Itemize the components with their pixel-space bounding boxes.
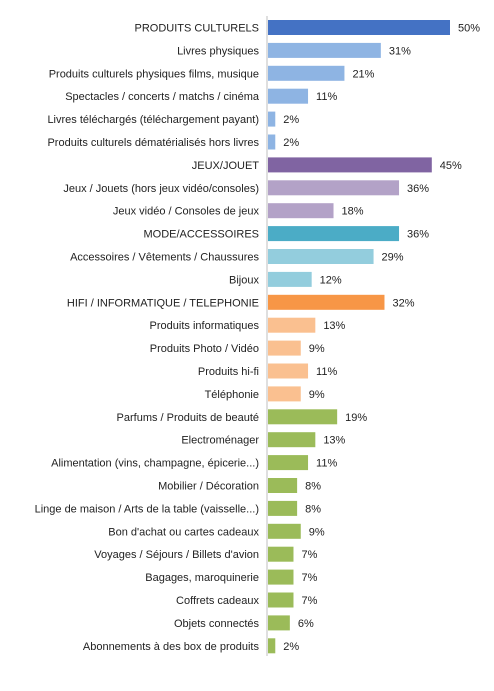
bar (268, 294, 385, 310)
value-label: 45% (440, 160, 462, 172)
value-label: 29% (382, 252, 404, 264)
category-label: Produits culturels dématérialisés hors l… (47, 137, 259, 149)
category-label: Produits hi-fi (198, 366, 259, 378)
category-label: Objets connectés (174, 618, 259, 630)
category-label: PRODUITS CULTURELS (135, 23, 259, 35)
category-label: Spectacles / concerts / matchs / cinéma (65, 91, 260, 103)
value-label: 32% (392, 297, 414, 309)
category-label: Livres téléchargés (téléchargement payan… (47, 114, 259, 126)
bar (268, 363, 309, 379)
value-label: 2% (283, 137, 299, 149)
value-label: 9% (309, 343, 325, 355)
value-label: 13% (323, 435, 345, 447)
value-label: 31% (389, 45, 411, 57)
bar (268, 226, 400, 242)
category-label: Accessoires / Vêtements / Chaussures (70, 252, 259, 264)
bar (268, 317, 316, 333)
bar (268, 523, 301, 539)
category-label: MODE/ACCESSOIRES (143, 229, 259, 241)
category-label: Bon d'achat ou cartes cadeaux (108, 526, 259, 538)
category-label: Linge de maison / Arts de la table (vais… (35, 503, 259, 515)
value-label: 9% (309, 526, 325, 538)
value-label: 36% (407, 229, 429, 241)
value-label: 21% (352, 68, 374, 80)
category-label: Coffrets cadeaux (176, 595, 259, 607)
category-label: Livres physiques (177, 45, 259, 57)
bar (268, 157, 432, 173)
bar (268, 88, 309, 104)
bars-group: PRODUITS CULTURELS 50% Livres physiques 31%… (35, 20, 480, 654)
bar (268, 249, 374, 264)
bar (268, 592, 294, 608)
category-label: Mobilier / Décoration (158, 481, 259, 493)
bar (268, 20, 450, 35)
value-label: 13% (323, 320, 345, 332)
value-label: 2% (283, 641, 299, 653)
value-label: 2% (283, 114, 299, 126)
category-label: HIFI / INFORMATIQUE / TELEPHONIE (67, 297, 259, 309)
bar (268, 134, 276, 150)
bar (268, 500, 298, 516)
bar (268, 271, 312, 287)
value-label: 12% (320, 274, 342, 286)
value-label: 18% (342, 206, 364, 218)
category-label: Bagages, maroquinerie (145, 572, 259, 584)
bar (268, 340, 301, 356)
bar (268, 409, 338, 425)
category-label: Alimentation (vins, champagne, épicerie.… (51, 458, 259, 470)
value-label: 11% (316, 366, 337, 378)
bar (268, 569, 294, 585)
value-label: 11% (316, 458, 337, 470)
category-label: Parfums / Produits de beauté (117, 412, 259, 424)
bar (268, 546, 294, 562)
category-label: Abonnements à des box de produits (83, 641, 260, 653)
bar (268, 478, 298, 493)
category-label: Jeux / Jouets (hors jeux vidéo/consoles) (63, 183, 259, 195)
category-label: Produits informatiques (150, 320, 260, 332)
category-label: Produits culturels physiques films, musi… (49, 68, 259, 80)
bar (268, 638, 276, 654)
category-label: Bijoux (229, 274, 259, 286)
category-label: Jeux vidéo / Consoles de jeux (113, 206, 260, 218)
bar (268, 432, 316, 448)
category-label: Téléphonie (205, 389, 259, 401)
value-label: 8% (305, 481, 321, 493)
bar (268, 180, 400, 196)
bar (268, 65, 345, 81)
value-label: 50% (458, 23, 480, 35)
bar (268, 386, 301, 402)
bar (268, 203, 334, 219)
bar (268, 42, 381, 58)
value-label: 7% (301, 572, 317, 584)
value-label: 6% (298, 618, 314, 630)
category-label: Produits Photo / Vidéo (150, 343, 259, 355)
category-label: Electroménager (181, 435, 259, 447)
value-label: 8% (305, 503, 321, 515)
value-label: 7% (301, 549, 317, 561)
value-label: 19% (345, 412, 367, 424)
bar (268, 111, 276, 127)
value-label: 9% (309, 389, 325, 401)
value-label: 36% (407, 183, 429, 195)
value-label: 7% (301, 595, 317, 607)
category-label: Voyages / Séjours / Billets d'avion (94, 549, 259, 561)
bar (268, 455, 309, 471)
category-label: JEUX/JOUET (192, 160, 260, 172)
value-label: 11% (316, 91, 337, 103)
bar (268, 615, 290, 631)
